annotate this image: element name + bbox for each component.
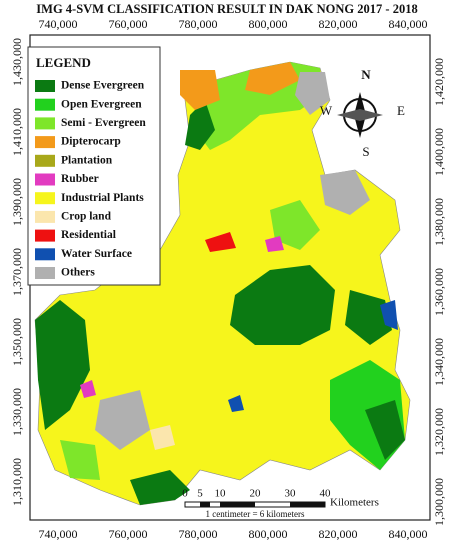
y-coord-right: 1,400,000 bbox=[432, 128, 446, 176]
x-coord-bottom: 840,000 bbox=[389, 527, 428, 541]
y-coord-left: 1,370,000 bbox=[10, 248, 24, 296]
legend-swatch bbox=[35, 154, 55, 167]
map-title: IMG 4-SVM CLASSIFICATION RESULT IN DAK N… bbox=[36, 2, 417, 16]
legend-swatch bbox=[35, 136, 55, 149]
compass-s: S bbox=[362, 144, 369, 159]
legend-label: Dense Evergreen bbox=[61, 80, 145, 92]
scale-segment bbox=[290, 502, 325, 507]
x-coord-top: 820,000 bbox=[319, 17, 358, 31]
scale-label: 0 bbox=[182, 488, 188, 500]
y-coord-left: 1,330,000 bbox=[10, 388, 24, 436]
x-coord-top: 760,000 bbox=[109, 17, 148, 31]
y-coord-right: 1,380,000 bbox=[432, 198, 446, 246]
legend-swatch bbox=[35, 80, 55, 92]
legend-label: Water Surface bbox=[61, 248, 132, 260]
scale-note: 1 centimeter = 6 kilometers bbox=[205, 509, 305, 519]
scale-segment bbox=[220, 502, 255, 507]
y-coord-right: 1,300,000 bbox=[432, 478, 446, 526]
legend-swatch bbox=[35, 98, 55, 111]
legend-label: Crop land bbox=[61, 211, 112, 223]
x-coord-bottom: 820,000 bbox=[319, 527, 358, 541]
compass-n: N bbox=[361, 67, 371, 82]
scale-label: 10 bbox=[215, 488, 227, 500]
y-coord-left: 1,310,000 bbox=[10, 458, 24, 506]
y-coord-right: 1,340,000 bbox=[432, 338, 446, 386]
x-coord-top: 780,000 bbox=[179, 17, 218, 31]
legend-label: Plantation bbox=[61, 154, 113, 166]
scale-unit: Kilometers bbox=[330, 497, 379, 509]
legend-swatch bbox=[35, 210, 55, 223]
legend-swatch bbox=[35, 173, 55, 186]
compass-ew bbox=[337, 109, 383, 121]
y-coord-left: 1,350,000 bbox=[10, 318, 24, 366]
legend-label: Others bbox=[61, 267, 95, 279]
y-coord-right: 1,360,000 bbox=[432, 268, 446, 316]
scale-label: 30 bbox=[285, 488, 297, 500]
legend-swatch bbox=[35, 117, 55, 130]
legend-swatch bbox=[35, 192, 55, 205]
x-coord-top: 740,000 bbox=[39, 17, 78, 31]
legend-title: LEGEND bbox=[36, 55, 91, 70]
legend-items: Dense Evergreen Open Evergreen Semi - Ever… bbox=[35, 80, 146, 279]
legend-swatch bbox=[35, 248, 55, 261]
x-coord-bottom: 740,000 bbox=[39, 527, 78, 541]
compass-w: W bbox=[320, 103, 333, 118]
y-coord-left: 1,430,000 bbox=[10, 38, 24, 86]
legend-label: Dipterocarp bbox=[61, 136, 121, 148]
legend-swatch bbox=[35, 229, 55, 242]
scale-label: 5 bbox=[197, 488, 203, 500]
scale-label: 20 bbox=[250, 488, 262, 500]
legend-swatch bbox=[35, 267, 55, 279]
legend-label: Rubber bbox=[61, 173, 99, 185]
x-coord-top: 840,000 bbox=[389, 17, 428, 31]
y-coord-left: 1,410,000 bbox=[10, 108, 24, 156]
scale-label: 40 bbox=[320, 488, 332, 500]
y-coord-right: 1,420,000 bbox=[432, 58, 446, 106]
y-coord-right: 1,320,000 bbox=[432, 408, 446, 456]
legend-label: Semi - Evergreen bbox=[61, 117, 146, 129]
y-coord-left: 1,390,000 bbox=[10, 178, 24, 226]
x-coord-bottom: 780,000 bbox=[179, 527, 218, 541]
legend-label: Open Evergreen bbox=[61, 98, 142, 110]
legend-box: LEGEND Dense Evergreen Open Evergreen Semi… bbox=[27, 46, 161, 286]
x-coord-bottom: 760,000 bbox=[109, 527, 148, 541]
x-coord-bottom: 800,000 bbox=[249, 527, 288, 541]
province-map bbox=[34, 61, 411, 506]
compass: N S E W bbox=[320, 67, 405, 159]
x-coord-top: 800,000 bbox=[249, 17, 288, 31]
compass-e: E bbox=[397, 103, 405, 118]
scale-segment bbox=[200, 502, 210, 507]
legend-label: Residential bbox=[61, 229, 116, 241]
legend-label: Industrial Plants bbox=[61, 192, 144, 204]
scale-bar: Kilometers 1 centimeter = 6 kilometers 0… bbox=[182, 488, 379, 520]
